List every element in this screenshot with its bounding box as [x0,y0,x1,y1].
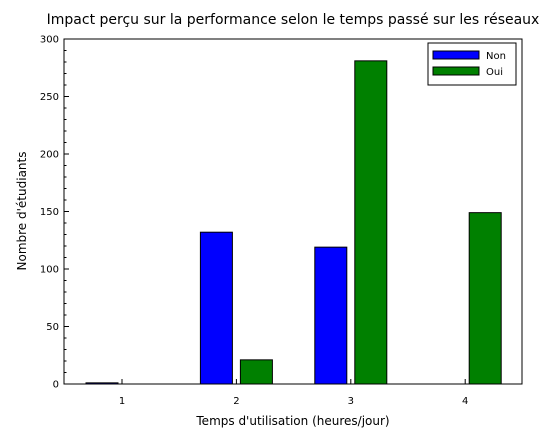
y-tick-label: 50 [46,322,59,333]
legend-swatch-non [432,50,480,60]
x-tick-label: 2 [233,396,239,407]
x-axis: 1 2 3 4 [119,379,468,407]
legend: Non Oui [427,42,517,86]
x-axis-label: Temps d'utilisation (heures/jour) [195,414,389,428]
y-tick-label: 0 [53,380,59,391]
x-tick-label: 4 [462,396,468,407]
plot-area-frame [63,38,523,385]
chart-title: Impact perçu sur la performance selon le… [47,12,540,28]
y-tick-label: 150 [40,207,59,218]
bar-oui-2 [239,359,273,385]
y-tick-label: 200 [40,150,59,161]
legend-frame [427,42,517,86]
x-tick-label: 3 [348,396,354,407]
x-tick-label: 1 [119,396,125,407]
legend-swatch-oui [432,66,480,76]
y-tick-label: 250 [40,92,59,103]
bar-non-3 [314,246,348,385]
bar-oui-3 [354,60,388,385]
bar-non-2 [199,231,233,385]
legend-label-non: Non [486,51,506,62]
legend-label-oui: Oui [486,67,503,78]
y-tick-label: 300 [40,35,59,46]
y-axis: 0 50 100 150 200 250 300 [40,35,69,391]
bar-non-1 [85,382,119,385]
y-tick-label: 100 [40,265,59,276]
bars-group [85,60,502,385]
y-axis-label: Nombre d'étudiants [15,152,29,271]
bar-oui-4 [468,212,502,385]
